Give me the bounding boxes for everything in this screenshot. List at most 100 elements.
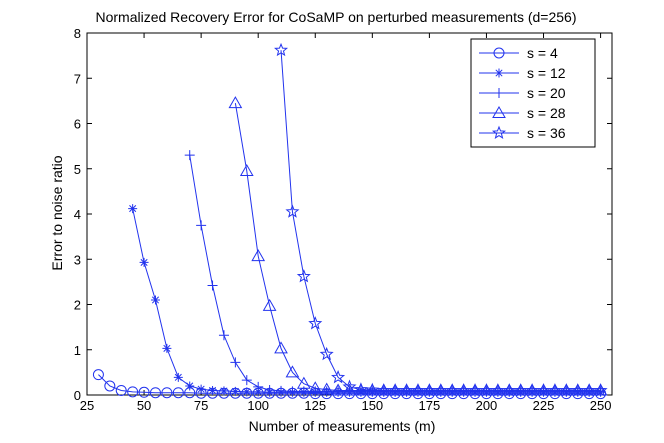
plus-marker — [321, 386, 332, 397]
data-point — [570, 383, 585, 396]
plus-marker — [253, 381, 264, 392]
x-tick-label: 150 — [361, 398, 383, 413]
data-point — [274, 341, 288, 354]
triangle-marker — [262, 298, 277, 311]
triangle-marker — [525, 383, 539, 396]
asterisk-marker — [196, 384, 206, 394]
star-marker — [491, 125, 507, 139]
data-point — [319, 382, 334, 395]
circle-marker — [115, 384, 127, 396]
data-point — [218, 330, 229, 341]
x-tick-label: 125 — [304, 398, 326, 413]
plus-marker — [207, 280, 218, 291]
star-marker — [547, 383, 562, 397]
y-axis-label: Error to noise ratio — [49, 155, 65, 270]
y-tick-label: 7 — [74, 71, 81, 86]
star-marker — [468, 383, 483, 397]
star-marker — [559, 383, 574, 397]
asterisk-marker — [128, 204, 138, 214]
y-tick-label: 2 — [74, 298, 81, 313]
data-point — [376, 383, 391, 396]
data-point — [208, 385, 218, 395]
data-point — [251, 249, 266, 262]
y-tick-label: 3 — [74, 252, 81, 267]
data-point — [128, 204, 138, 214]
triangle-marker — [445, 383, 460, 396]
data-point — [115, 384, 127, 396]
asterisk-marker — [173, 372, 183, 382]
triangle-marker — [433, 383, 448, 396]
star-marker — [422, 383, 437, 397]
data-point — [433, 383, 448, 397]
star-marker — [331, 369, 346, 384]
star-marker — [513, 383, 528, 397]
data-point — [331, 383, 345, 396]
data-point — [139, 257, 149, 267]
asterisk-marker — [494, 68, 504, 78]
data-point — [559, 383, 574, 396]
legend: s = 4 s = 12 s = 20 s = 28 s = 36 — [470, 38, 596, 148]
x-tick-label: 225 — [533, 398, 555, 413]
star-marker — [388, 383, 403, 397]
triangle-marker — [582, 383, 597, 396]
data-point — [468, 383, 482, 396]
circle-marker — [149, 387, 161, 399]
plus-marker — [264, 385, 275, 396]
y-tick-label: 6 — [74, 117, 81, 132]
star-marker — [445, 383, 460, 397]
star-marker — [399, 383, 414, 397]
star-marker — [502, 383, 517, 397]
data-point — [536, 383, 551, 396]
plus-marker — [218, 330, 229, 341]
data-point — [331, 369, 346, 384]
data-point — [388, 383, 403, 397]
asterisk-marker — [162, 343, 172, 353]
data-point — [365, 382, 380, 396]
data-point — [207, 280, 218, 291]
y-tick-label: 0 — [74, 388, 81, 403]
x-axis-label: Number of measurements (m) — [249, 418, 436, 434]
data-point — [242, 387, 252, 397]
data-point — [422, 383, 437, 397]
asterisk-marker — [185, 381, 195, 391]
data-point — [491, 125, 507, 139]
data-point — [184, 150, 195, 161]
data-point — [468, 383, 483, 397]
data-point — [104, 380, 116, 392]
data-point — [502, 383, 517, 396]
plus-marker — [184, 150, 195, 161]
data-point — [479, 383, 494, 397]
data-point — [490, 383, 505, 397]
triangle-marker — [468, 383, 482, 396]
circle-marker — [92, 369, 104, 381]
star-marker — [353, 382, 368, 396]
data-point — [230, 386, 240, 396]
star-marker — [490, 383, 505, 397]
x-tick-label: 25 — [80, 398, 94, 413]
data-point — [399, 383, 414, 397]
triangle-marker — [285, 365, 300, 378]
star-marker — [582, 383, 597, 397]
legend-entry: s = 36 — [479, 125, 566, 141]
plus-marker — [196, 220, 207, 231]
circle-marker — [104, 380, 116, 392]
triangle-marker — [422, 383, 437, 396]
plus-marker — [494, 88, 504, 98]
y-tick-label: 8 — [74, 26, 81, 41]
data-point — [161, 387, 173, 399]
circle-marker — [138, 386, 150, 398]
data-point — [185, 381, 195, 391]
star-marker — [308, 316, 323, 330]
y-tick-label: 4 — [74, 207, 81, 222]
data-point — [230, 357, 241, 368]
data-point — [410, 383, 425, 397]
star-marker — [296, 269, 311, 283]
x-tick-label: 75 — [194, 398, 208, 413]
plus-marker — [241, 375, 252, 386]
triangle-marker — [308, 381, 323, 394]
legend-entry: s = 4 — [479, 45, 558, 61]
plus-marker — [287, 386, 298, 397]
data-point — [342, 379, 357, 393]
data-point — [582, 383, 597, 397]
